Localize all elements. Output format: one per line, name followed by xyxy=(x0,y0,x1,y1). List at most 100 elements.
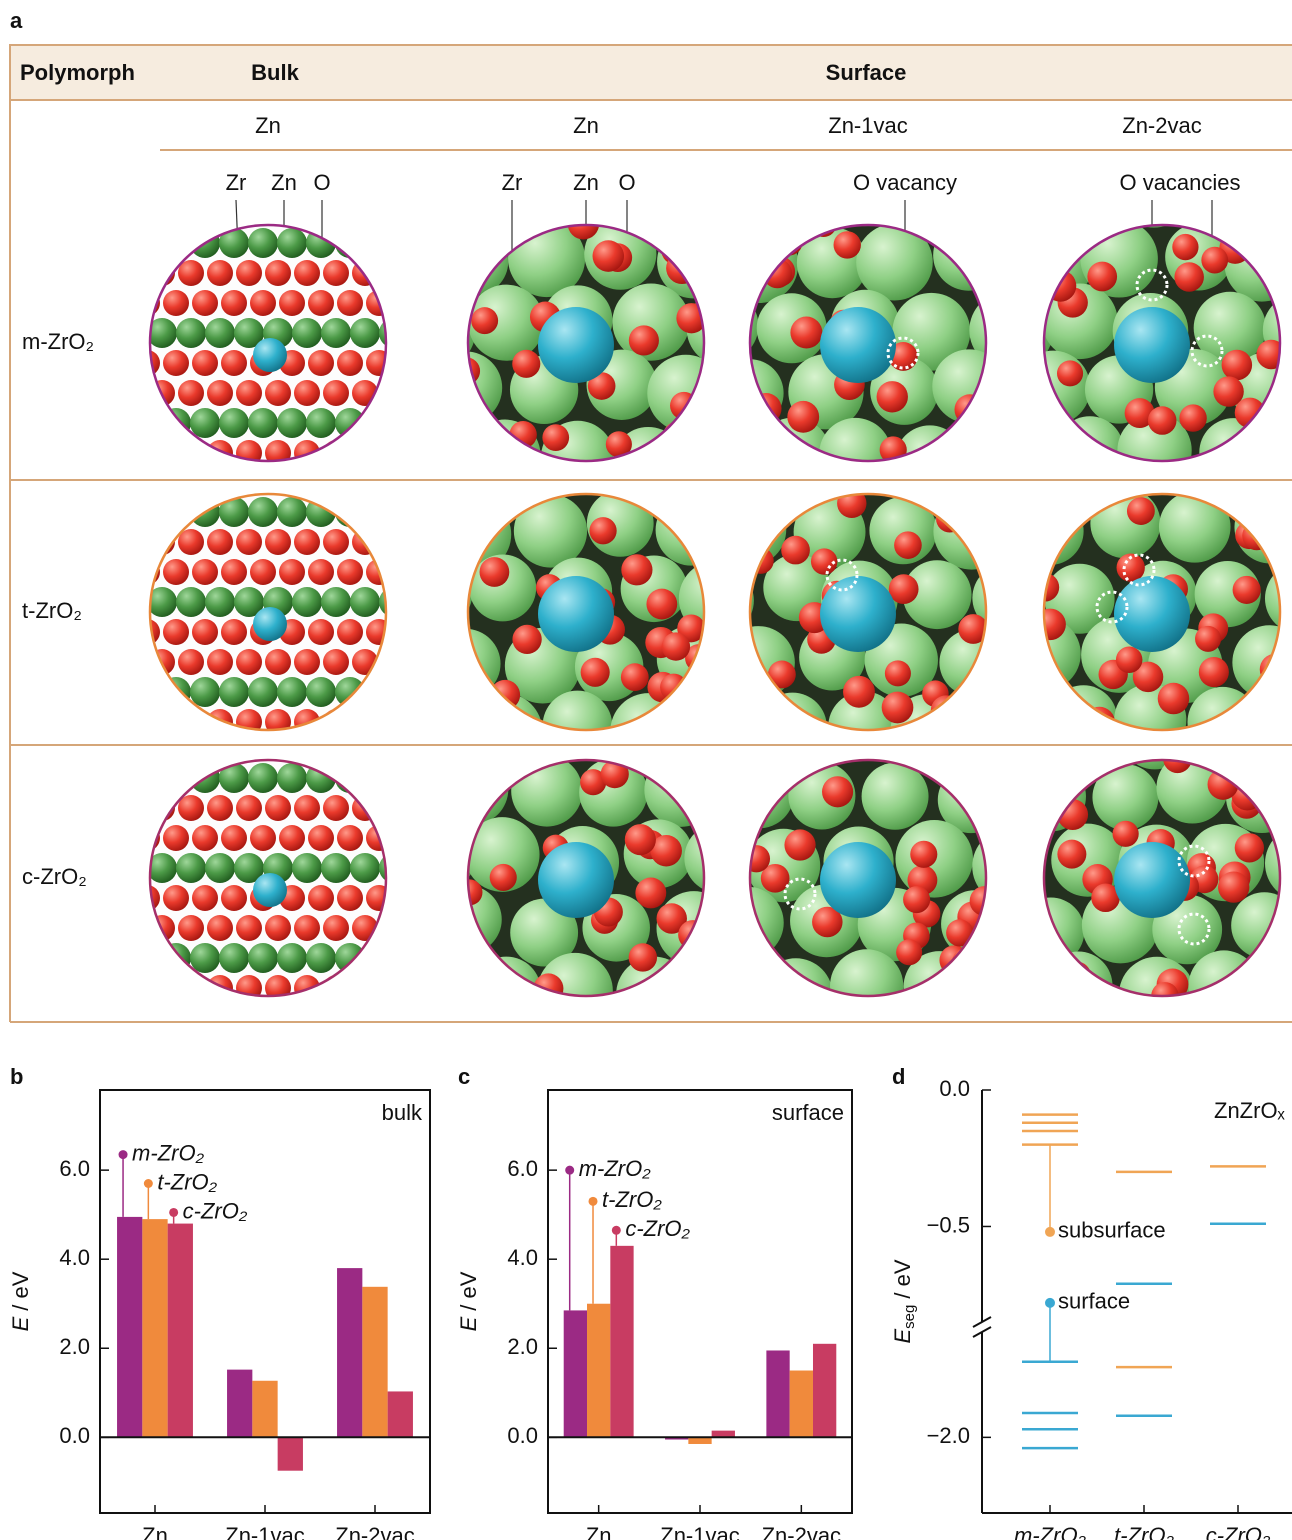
atom xyxy=(364,228,386,258)
atom xyxy=(219,677,249,707)
atom xyxy=(951,947,983,979)
atom xyxy=(335,943,365,973)
atom xyxy=(512,349,541,378)
atom xyxy=(190,943,220,973)
atom xyxy=(1044,554,1049,623)
atom xyxy=(1218,871,1250,903)
atom xyxy=(294,975,320,996)
atom xyxy=(178,709,204,730)
y-axis-subscript: seg xyxy=(901,1305,918,1329)
atom xyxy=(394,164,463,233)
atom xyxy=(192,350,218,376)
y-tick-label: −2.0 xyxy=(927,1423,970,1448)
atom xyxy=(693,154,763,224)
bar xyxy=(563,1310,588,1438)
atom xyxy=(651,494,679,516)
atom xyxy=(150,497,162,527)
atom xyxy=(381,915,386,941)
atom xyxy=(335,763,365,793)
atom xyxy=(888,574,919,604)
vacancy-mark xyxy=(1177,844,1211,878)
marker-dot xyxy=(143,1179,153,1189)
atom xyxy=(790,316,823,349)
atom xyxy=(161,228,191,258)
row-label: m-ZrO₂ xyxy=(22,329,94,354)
subheader: Zn xyxy=(573,113,599,138)
y-tick-label: 4.0 xyxy=(507,1245,538,1270)
atom xyxy=(381,440,386,461)
atom xyxy=(335,677,365,707)
atom xyxy=(1157,682,1190,715)
atom xyxy=(1163,760,1192,774)
atom xyxy=(120,795,146,821)
atom xyxy=(150,975,175,996)
atom xyxy=(1044,497,1084,566)
structure-image xyxy=(468,760,704,996)
atom xyxy=(292,587,322,617)
atom xyxy=(118,853,148,883)
atom xyxy=(265,225,291,226)
atom xyxy=(1115,646,1143,674)
atom xyxy=(1044,494,1048,500)
structure-image xyxy=(120,494,386,730)
atom xyxy=(537,952,613,996)
atom xyxy=(1267,687,1280,730)
atom xyxy=(830,949,904,996)
structure-image xyxy=(150,225,386,461)
atom xyxy=(294,380,320,406)
atom xyxy=(750,225,821,234)
atom xyxy=(1126,497,1155,525)
atom xyxy=(321,853,351,883)
atom xyxy=(471,448,499,461)
atom xyxy=(512,624,542,655)
atom xyxy=(207,529,233,555)
atom xyxy=(1261,760,1280,771)
atom xyxy=(1264,225,1280,233)
atom xyxy=(219,408,249,438)
image-frame xyxy=(1042,758,1282,998)
atom xyxy=(120,649,146,675)
image-frame xyxy=(1042,492,1282,732)
atom xyxy=(150,228,162,258)
y-tick-label: 2.0 xyxy=(59,1334,90,1359)
x-tick-label: m-ZrO₂ xyxy=(1014,1523,1087,1540)
row-label: c-ZrO₂ xyxy=(22,864,87,889)
atom xyxy=(294,760,320,761)
atom xyxy=(337,885,363,911)
atom xyxy=(207,915,233,941)
atom xyxy=(1044,685,1054,730)
atom xyxy=(784,829,816,861)
atom xyxy=(178,494,204,495)
atom xyxy=(750,225,751,226)
series-label: m-ZrO₂ xyxy=(579,1156,652,1181)
atom-label: O xyxy=(313,170,330,195)
atom xyxy=(292,318,322,348)
atom xyxy=(176,587,206,617)
atom xyxy=(468,357,481,385)
atom xyxy=(975,685,986,730)
marker-dot xyxy=(118,1150,128,1160)
image-frame xyxy=(148,758,388,998)
atom xyxy=(692,422,704,461)
atom xyxy=(533,973,564,996)
atom xyxy=(674,685,748,759)
atom xyxy=(250,825,276,851)
atom xyxy=(150,853,177,883)
atom xyxy=(750,713,772,730)
atom xyxy=(819,417,892,461)
atom xyxy=(265,649,291,675)
atom xyxy=(881,691,914,724)
atom xyxy=(221,619,247,645)
atom xyxy=(120,975,146,1001)
atom xyxy=(236,529,262,555)
atom xyxy=(236,494,262,495)
atom xyxy=(234,587,264,617)
atom xyxy=(294,440,320,461)
y-axis-symbol: E xyxy=(8,1316,33,1331)
atom xyxy=(150,760,175,761)
bar xyxy=(789,1370,813,1438)
atom xyxy=(163,290,189,316)
atom xyxy=(888,342,918,371)
atom xyxy=(833,231,861,259)
atom xyxy=(750,494,787,566)
